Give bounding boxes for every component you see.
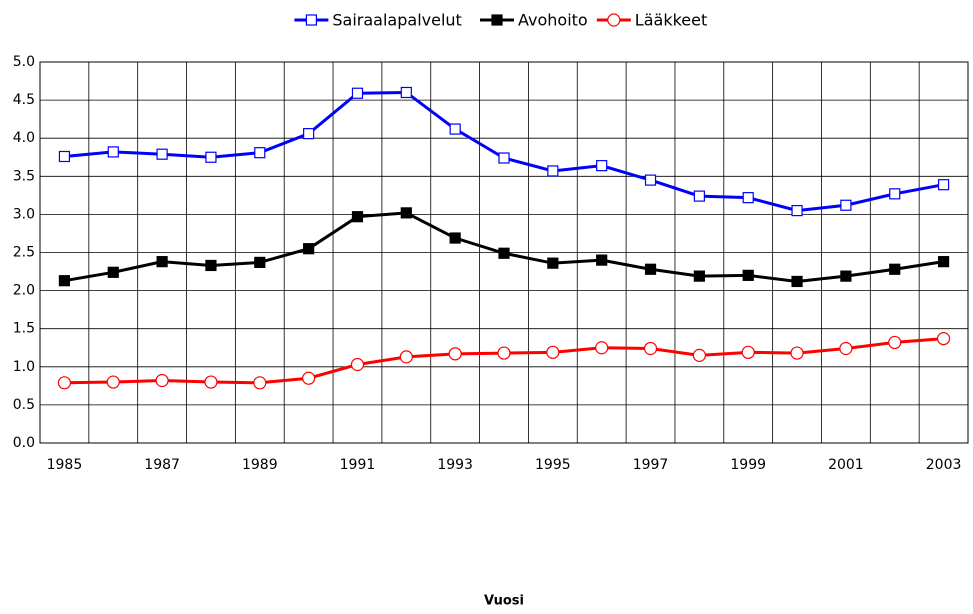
x-tick-label: 1987 [144, 457, 180, 473]
point [889, 188, 901, 200]
point [58, 275, 71, 287]
series-line [64, 211, 944, 283]
y-tick-label: 1.5 [13, 321, 35, 337]
point [497, 346, 511, 360]
x-tick-label: 1991 [340, 457, 376, 473]
point [156, 256, 168, 268]
point [156, 148, 168, 160]
point [58, 150, 71, 163]
legend-label: Sairaalapalvelut [332, 11, 461, 30]
y-tick-label: 2.5 [13, 245, 35, 261]
y-tick-label: 3.0 [13, 206, 35, 222]
point [350, 357, 365, 372]
y-tick-label: 5.0 [13, 54, 35, 70]
point [692, 348, 706, 362]
legend-label: Avohoito [518, 11, 588, 30]
point [449, 232, 461, 244]
series-line [64, 337, 944, 385]
legend-marker [607, 13, 621, 27]
point [791, 275, 803, 288]
point [937, 256, 950, 268]
point [57, 376, 72, 390]
x-tick-label: 1993 [437, 457, 473, 473]
y-tick-label: 4.0 [13, 130, 35, 146]
x-tick-label: 2001 [828, 457, 864, 473]
point [303, 243, 315, 255]
x-tick-label: 2003 [926, 457, 962, 473]
point [205, 259, 217, 272]
point [400, 86, 412, 99]
y-tick-label: 2.0 [13, 283, 35, 299]
plot-border [39, 61, 969, 444]
x-axis-label: Vuosi [484, 594, 524, 609]
y-tick-label: 1.0 [13, 359, 35, 375]
point [595, 341, 609, 355]
y-tick-label: 4.5 [13, 92, 35, 108]
point [253, 376, 267, 390]
x-tick-label: 1999 [730, 457, 766, 473]
x-tick-label: 1995 [535, 457, 571, 473]
point [791, 204, 803, 217]
point [303, 128, 315, 140]
y-tick-label: 0.5 [13, 397, 35, 413]
point [498, 247, 510, 259]
point [107, 266, 119, 278]
x-tick-label: 1989 [242, 457, 278, 473]
point [742, 192, 754, 204]
point [399, 350, 413, 364]
y-tick-label: 0.0 [13, 435, 35, 451]
point [204, 375, 218, 389]
point [351, 87, 364, 99]
series-line [64, 90, 944, 213]
point [448, 347, 462, 361]
point [888, 335, 902, 350]
point [449, 123, 461, 135]
point [741, 345, 755, 359]
point [644, 263, 657, 275]
point [596, 254, 608, 266]
point [498, 152, 510, 164]
legend-label: Lääkkeet [635, 11, 707, 30]
point [936, 332, 951, 346]
legend-marker [305, 14, 317, 26]
point [790, 346, 804, 360]
point [840, 199, 852, 211]
x-tick-label: 1997 [633, 457, 669, 473]
point [400, 207, 412, 219]
point [840, 270, 852, 282]
point [839, 341, 853, 356]
point [889, 263, 901, 275]
legend-marker [491, 14, 503, 26]
point [351, 211, 364, 223]
point [254, 256, 266, 269]
point [742, 269, 754, 281]
point [547, 165, 559, 177]
point [254, 147, 266, 159]
point [155, 373, 169, 388]
point [693, 270, 705, 282]
y-tick-label: 3.5 [13, 168, 35, 184]
point [643, 341, 658, 356]
point [546, 345, 560, 359]
point [596, 160, 608, 172]
point [205, 151, 217, 163]
x-tick-label: 1985 [47, 457, 83, 473]
point [107, 146, 119, 158]
point [302, 371, 316, 385]
point [547, 257, 559, 269]
point [106, 375, 120, 389]
point [644, 174, 657, 186]
point [693, 190, 705, 202]
point [937, 179, 950, 191]
